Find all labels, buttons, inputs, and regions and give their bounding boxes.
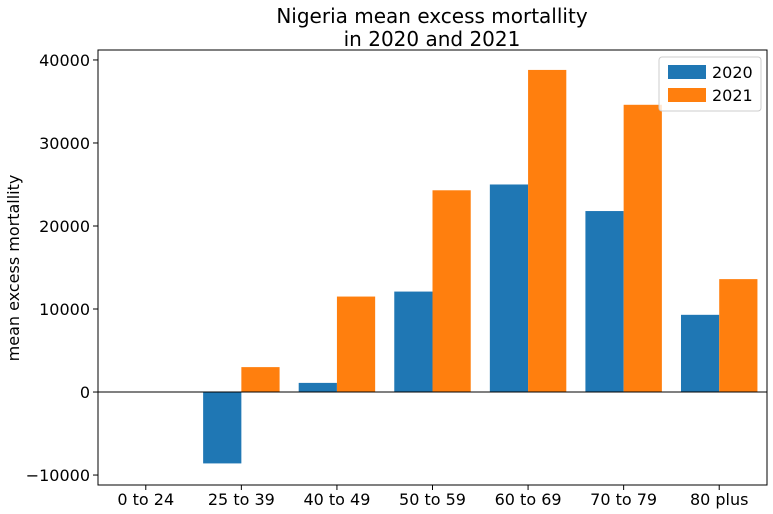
x-tick-label: 25 to 39 xyxy=(208,490,275,509)
y-tick-label: −10000 xyxy=(26,466,90,485)
x-tick-label: 60 to 69 xyxy=(495,490,562,509)
bar-2021-5 xyxy=(623,104,662,393)
y-tick-label: 20000 xyxy=(39,217,90,236)
bar-2021-6 xyxy=(719,279,758,393)
x-tick-label: 50 to 59 xyxy=(399,490,466,509)
bar-2021-4 xyxy=(528,69,567,393)
bar-2020-6 xyxy=(680,314,720,393)
legend-label-2021: 2021 xyxy=(712,86,753,105)
x-tick-label: 70 to 79 xyxy=(590,490,657,509)
bar-2020-1 xyxy=(203,392,242,464)
y-axis-label: mean excess mortallity xyxy=(4,175,23,362)
bar-2020-5 xyxy=(585,211,624,393)
chart-title-line-2: in 2020 and 2021 xyxy=(344,27,521,51)
legend-label-2020: 2020 xyxy=(712,63,753,82)
legend-swatch-2021 xyxy=(668,88,706,102)
y-tick-label: 0 xyxy=(80,383,90,402)
chart-title-line-1: Nigeria mean excess mortallity xyxy=(276,4,587,28)
plot-area: −10000 0 10000 20000 30000 40000 0 to 24 25 to … xyxy=(26,49,768,509)
y-tick-label: 30000 xyxy=(39,134,90,153)
x-tick-label: 0 to 24 xyxy=(117,490,174,509)
bar-2020-4 xyxy=(489,184,529,393)
bar-2020-3 xyxy=(394,291,433,393)
bar-2021-2 xyxy=(336,296,376,393)
bar-2021-3 xyxy=(432,190,471,393)
y-tick-label: 10000 xyxy=(39,300,90,319)
legend: 2020 2021 xyxy=(658,56,762,112)
bar-2021-1 xyxy=(241,367,280,393)
x-tick-label: 40 to 49 xyxy=(303,490,370,509)
bar-2020-2 xyxy=(298,382,337,393)
x-tick-label: 80 plus xyxy=(690,490,749,509)
y-tick-label: 40000 xyxy=(39,51,90,70)
legend-swatch-2020 xyxy=(668,65,706,79)
